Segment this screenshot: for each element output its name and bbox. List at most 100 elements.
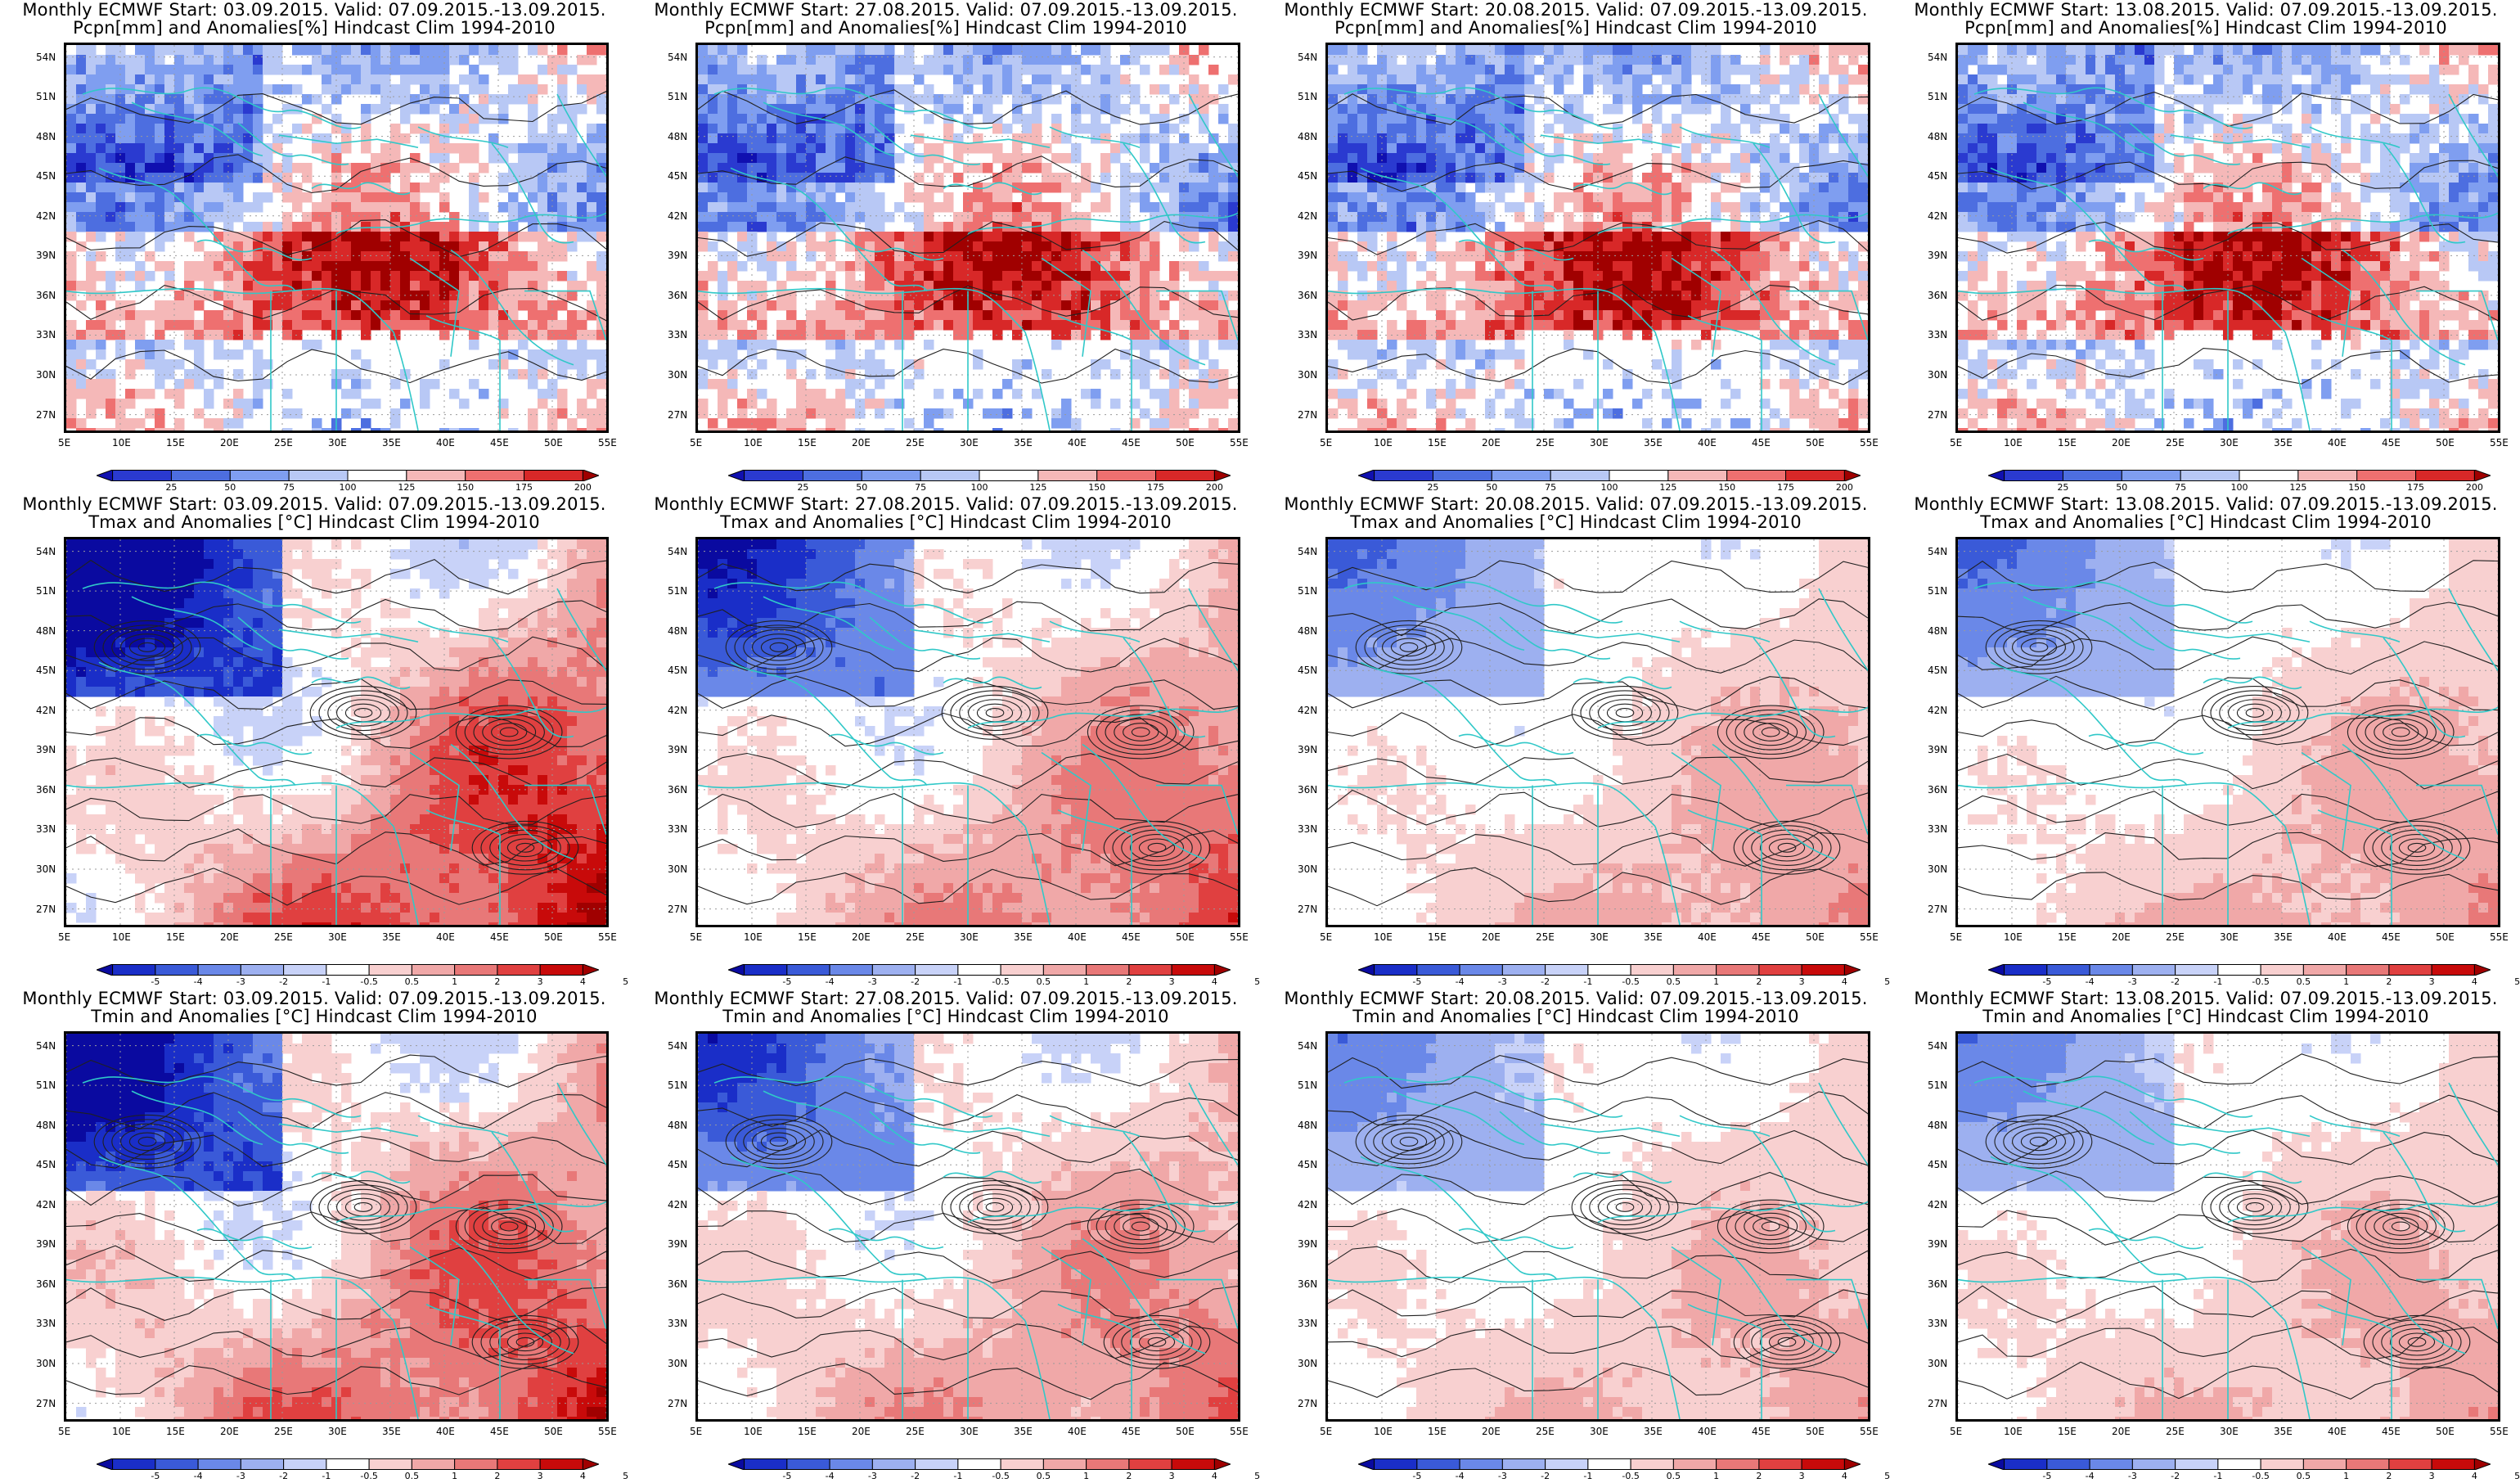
- lon-tick-label: 45E: [2382, 931, 2401, 943]
- lon-tick-label: 55E: [598, 437, 617, 449]
- lon-tick-label: 45E: [2382, 1426, 2401, 1437]
- anomaly-field: [1958, 539, 2498, 925]
- lon-tick-label: 25E: [906, 931, 925, 943]
- colorbar-tick-label: -4: [2086, 1471, 2095, 1481]
- lat-tick-label: 27N: [668, 409, 687, 421]
- colorbar-tick-label: -3: [236, 1471, 245, 1481]
- lat-tick-label: 39N: [668, 744, 687, 755]
- lat-tick-label: 30N: [1298, 369, 1317, 381]
- colorbar-tick-label: 4: [1212, 1471, 1217, 1481]
- lon-tick-label: 15E: [166, 437, 185, 449]
- map-plot-area: [1955, 1031, 2500, 1422]
- lon-tick-label: 20E: [1482, 1426, 1501, 1437]
- lat-tick-label: 54N: [36, 1040, 56, 1052]
- lon-tick-label: 10E: [1374, 1426, 1393, 1437]
- lon-tick-label: 5E: [1320, 931, 1332, 943]
- colorbar-swatches: [728, 964, 1231, 976]
- lon-tick-label: 15E: [166, 931, 185, 943]
- lat-tick-label: 48N: [1928, 625, 1947, 637]
- colorbar-tick-label: 4: [1842, 976, 1847, 987]
- lat-tick-label: 30N: [1298, 863, 1317, 875]
- colorbar-tick-label: -0.5: [1622, 976, 1639, 987]
- map-panel: Monthly ECMWF Start: 03.09.2015. Valid: …: [0, 494, 628, 985]
- lat-tick-label: 36N: [1928, 1278, 1947, 1290]
- colorbar-tick-label: 150: [457, 482, 474, 493]
- lat-tick-label: 30N: [36, 369, 56, 381]
- colorbar-tick-label: 100: [340, 482, 357, 493]
- colorbar-tick-label: 175: [1147, 482, 1164, 493]
- lat-tick-label: 36N: [668, 784, 687, 796]
- lat-tick-label: 30N: [668, 1358, 687, 1369]
- lat-tick-label: 30N: [1298, 1358, 1317, 1369]
- colorbar-tick-label: 3: [1169, 1471, 1175, 1481]
- lon-tick-label: 35E: [1644, 437, 1663, 449]
- colorbar-tick-label: 4: [1842, 1471, 1847, 1481]
- colorbar-tick-label: 1: [452, 976, 457, 987]
- lon-tick-label: 20E: [220, 1426, 239, 1437]
- lon-tick-label: 55E: [1230, 437, 1249, 449]
- colorbar-tick-label: 25: [1427, 482, 1438, 493]
- colorbar-tick-label: 3: [538, 1471, 543, 1481]
- lon-tick-label: 40E: [1698, 1426, 1717, 1437]
- lat-tick-label: 30N: [1928, 863, 1947, 875]
- lon-tick-label: 20E: [220, 931, 239, 943]
- colorbar-tick-label: -3: [1498, 976, 1507, 987]
- colorbar-tick-label: -0.5: [2252, 976, 2269, 987]
- colorbar-tick-label: 0.5: [1037, 1471, 1051, 1481]
- lon-tick-label: 15E: [1428, 437, 1447, 449]
- lat-tick-label: 45N: [668, 1159, 687, 1170]
- colorbar-tick-label: -4: [826, 1471, 835, 1481]
- lon-tick-label: 35E: [1014, 437, 1033, 449]
- colorbar-tick-label: 0.5: [2297, 1471, 2311, 1481]
- colorbar-tick-label: 50: [856, 482, 867, 493]
- colorbar-tick-label: -2: [1541, 976, 1550, 987]
- panel-title-line1: Monthly ECMWF Start: 20.08.2015. Valid: …: [1262, 494, 1890, 514]
- lon-tick-label: 35E: [1644, 1426, 1663, 1437]
- lon-tick-label: 45E: [1752, 1426, 1771, 1437]
- lon-tick-label: 25E: [1536, 437, 1555, 449]
- colorbar-tick-label: -5: [2042, 976, 2051, 987]
- lat-tick-label: 27N: [1298, 904, 1317, 915]
- lat-tick-label: 48N: [1298, 1120, 1317, 1131]
- lon-tick-label: 35E: [382, 1426, 401, 1437]
- lon-tick-label: 55E: [598, 1426, 617, 1437]
- colorbar-tick-label: 25: [797, 482, 808, 493]
- colorbar-tick-label: 75: [283, 482, 295, 493]
- lon-tick-label: 5E: [58, 437, 70, 449]
- lat-tick-label: 51N: [1928, 585, 1947, 597]
- colorbar-tick-label: 5: [2514, 1471, 2520, 1481]
- lat-tick-label: 33N: [668, 329, 687, 340]
- panel-title-line2: Pcpn[mm] and Anomalies[%] Hindcast Clim …: [0, 18, 628, 38]
- lon-tick-label: 20E: [1482, 437, 1501, 449]
- lat-tick-label: 51N: [1298, 1080, 1317, 1091]
- lat-tick-label: 30N: [36, 863, 56, 875]
- panel-title-line1: Monthly ECMWF Start: 27.08.2015. Valid: …: [632, 989, 1260, 1008]
- lat-tick-label: 48N: [668, 625, 687, 637]
- map-plot-area: [1955, 537, 2500, 927]
- colorbar-tick-label: 1: [1713, 1471, 1719, 1481]
- lon-tick-label: 45E: [1752, 931, 1771, 943]
- lat-tick-label: 39N: [36, 250, 56, 261]
- panel-title-line1: Monthly ECMWF Start: 20.08.2015. Valid: …: [1262, 0, 1890, 20]
- colorbar-tick-label: 175: [515, 482, 533, 493]
- map-panel: Monthly ECMWF Start: 03.09.2015. Valid: …: [0, 0, 628, 491]
- lon-tick-label: 35E: [1014, 931, 1033, 943]
- lat-tick-label: 48N: [1928, 1120, 1947, 1131]
- lon-tick-label: 45E: [1122, 931, 1141, 943]
- lon-tick-label: 5E: [690, 1426, 702, 1437]
- lat-tick-label: 30N: [1928, 369, 1947, 381]
- lat-tick-label: 48N: [1928, 131, 1947, 142]
- map-plot-area: [1325, 537, 1870, 927]
- colorbar-tick-label: 200: [1206, 482, 1223, 493]
- lat-tick-label: 33N: [36, 329, 56, 340]
- colorbar-tick-label: 5: [1254, 1471, 1260, 1481]
- lon-tick-label: 10E: [2004, 1426, 2023, 1437]
- lon-tick-label: 25E: [906, 1426, 925, 1437]
- colorbar-tick-label: 2: [1126, 976, 1132, 987]
- lon-tick-label: 30E: [328, 1426, 347, 1437]
- panel-title-line2: Tmax and Anomalies [°C] Hindcast Clim 19…: [0, 512, 628, 532]
- lat-tick-label: 36N: [1298, 1278, 1317, 1290]
- map-plot-area: [1325, 43, 1870, 433]
